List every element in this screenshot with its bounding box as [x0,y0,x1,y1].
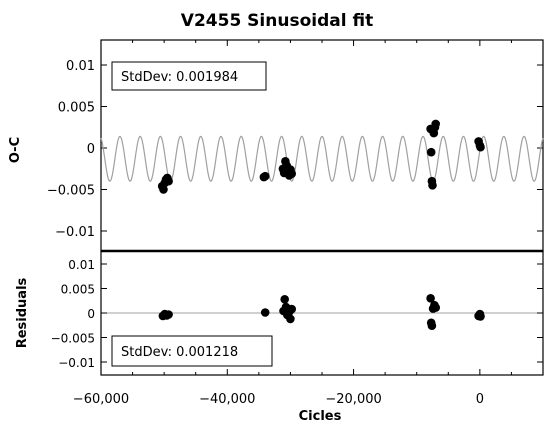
residual-data-points [158,294,485,331]
bottom-stddev-box: StdDev: 0.001218 [111,335,273,367]
residual-point [280,295,290,304]
x-axis-label: Cicles [299,409,342,424]
bottom-stddev-text: StdDev: 0.001218 [121,345,238,360]
top-ytick-label: −0.01 [55,225,95,240]
top-stddev-box: StdDev: 0.001984 [111,61,267,91]
xtick-label: −20,000 [325,392,381,407]
residual-point [260,308,270,317]
bottom-ytick-label: −0.01 [58,356,95,370]
chart-title: V2455 Sinusoidal fit [181,11,373,31]
residual-point [286,314,295,324]
top-y-axis-label: O-C [8,137,23,163]
x-axis-ticks: −60,000 −40,000 −20,000 0 [73,40,544,407]
xtick-label: 0 [476,392,484,407]
residual-point [427,321,437,331]
oc-point [164,176,173,186]
residual-point [426,294,435,303]
oc-point [476,142,485,152]
top-ytick-label: 0 [87,142,95,157]
top-data-points [157,119,485,194]
top-stddev-text: StdDev: 0.001984 [121,70,238,85]
xtick-label: −40,000 [199,392,255,407]
top-ytick-label: 0.005 [58,101,95,116]
bottom-panel: 0.01 0.005 0 −0.005 −0.01 −60,000 −40,000 −20,… [15,40,544,424]
oc-point [287,169,297,178]
top-y-ticks: 0.01 0.005 0 −0.005 −0.01 [47,59,543,240]
bottom-ytick-label: −0.005 [51,332,95,346]
residual-point [476,312,485,321]
oc-point [428,181,437,190]
oc-point [159,185,168,194]
bottom-y-ticks: 0.01 0.005 0 −0.005 −0.01 [51,258,543,370]
bottom-y-axis-label: Residuals [15,277,30,348]
oc-point [260,171,270,181]
bottom-ytick-label: 0 [87,307,95,321]
residual-point [287,304,297,314]
top-ytick-label: 0.01 [66,59,95,74]
bottom-ytick-label: 0.005 [61,283,95,297]
oc-point [426,147,436,157]
top-panel: 0.01 0.005 0 −0.005 −0.01 StdDev: 0.001984 O… [8,39,544,252]
residual-point [431,303,441,312]
top-ytick-label: −0.005 [47,184,95,199]
xtick-label: −60,000 [73,392,129,407]
sinusoid-fit-curve [100,135,544,182]
oc-point [431,119,441,129]
bottom-ytick-label: 0.01 [68,258,95,272]
residual-point [164,310,173,319]
